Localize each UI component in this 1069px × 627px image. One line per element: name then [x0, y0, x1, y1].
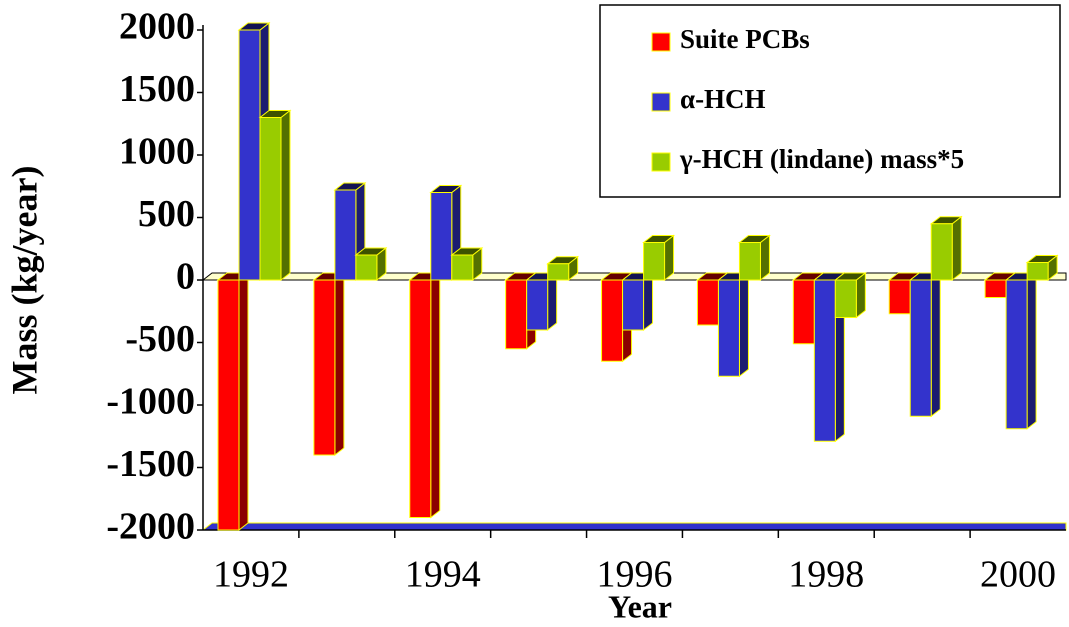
- y-tick-label: -1000: [106, 381, 195, 423]
- bar: [930, 223, 953, 281]
- legend-label: γ-HCH (lindane) mass*5: [679, 144, 964, 174]
- legend-box: [599, 4, 1061, 198]
- y-tick-label: 0: [176, 256, 195, 298]
- bar: [984, 279, 1007, 298]
- bar: [430, 192, 453, 281]
- bar: [505, 279, 528, 350]
- y-tick-label: 1000: [119, 131, 195, 173]
- bar-side: [738, 271, 749, 378]
- x-tick-label: 2000: [980, 554, 1056, 596]
- bar: [217, 279, 240, 531]
- bar: [313, 279, 336, 456]
- y-axis-label: Mass (kg/year): [4, 166, 44, 395]
- bar: [909, 279, 932, 417]
- x-tick-label: 1994: [405, 554, 481, 596]
- x-tick-label: 1996: [597, 554, 673, 596]
- bar: [1026, 262, 1049, 281]
- bar-side: [334, 271, 345, 457]
- bar: [547, 263, 570, 281]
- y-tick-label: 500: [138, 193, 195, 235]
- x-tick-label: 1992: [213, 554, 289, 596]
- bar: [717, 279, 740, 377]
- bar: [696, 279, 719, 326]
- bar: [1005, 279, 1028, 430]
- bar: [738, 242, 761, 281]
- bar-side: [280, 109, 291, 282]
- bar-side: [547, 271, 558, 332]
- legend-swatch: [651, 32, 671, 52]
- y-tick-label: -500: [125, 318, 195, 360]
- bar: [813, 279, 836, 442]
- x-axis-label: Year: [608, 588, 672, 624]
- bar: [355, 254, 378, 281]
- legend-swatch: [651, 152, 671, 172]
- bar: [334, 189, 357, 281]
- bar-side: [238, 271, 249, 532]
- bar-side: [951, 215, 962, 282]
- bar-side: [930, 271, 941, 418]
- bar: [643, 242, 666, 281]
- floor: [201, 522, 1067, 531]
- bar: [526, 279, 549, 331]
- bar: [888, 279, 911, 315]
- bar-side: [643, 271, 654, 332]
- bar: [601, 279, 624, 362]
- bar-side: [664, 234, 675, 282]
- bar-side: [759, 234, 770, 282]
- legend-swatch: [651, 92, 671, 112]
- bar: [238, 29, 261, 281]
- y-tick-label: 2000: [119, 6, 195, 48]
- legend-label: Suite PCBs: [680, 24, 810, 54]
- bar: [409, 279, 432, 518]
- y-tick-label: 1500: [119, 68, 195, 110]
- bar-side: [430, 271, 441, 519]
- bar: [451, 254, 474, 281]
- bar: [834, 279, 857, 318]
- bar: [792, 279, 815, 345]
- legend-label: α-HCH: [680, 84, 766, 114]
- x-tick-label: 1998: [788, 554, 864, 596]
- bar: [622, 279, 645, 331]
- y-tick-label: -2000: [106, 506, 195, 548]
- bar-side: [855, 271, 866, 319]
- y-tick-label: -1500: [106, 443, 195, 485]
- bar-side: [1026, 271, 1037, 430]
- bar: [259, 117, 282, 281]
